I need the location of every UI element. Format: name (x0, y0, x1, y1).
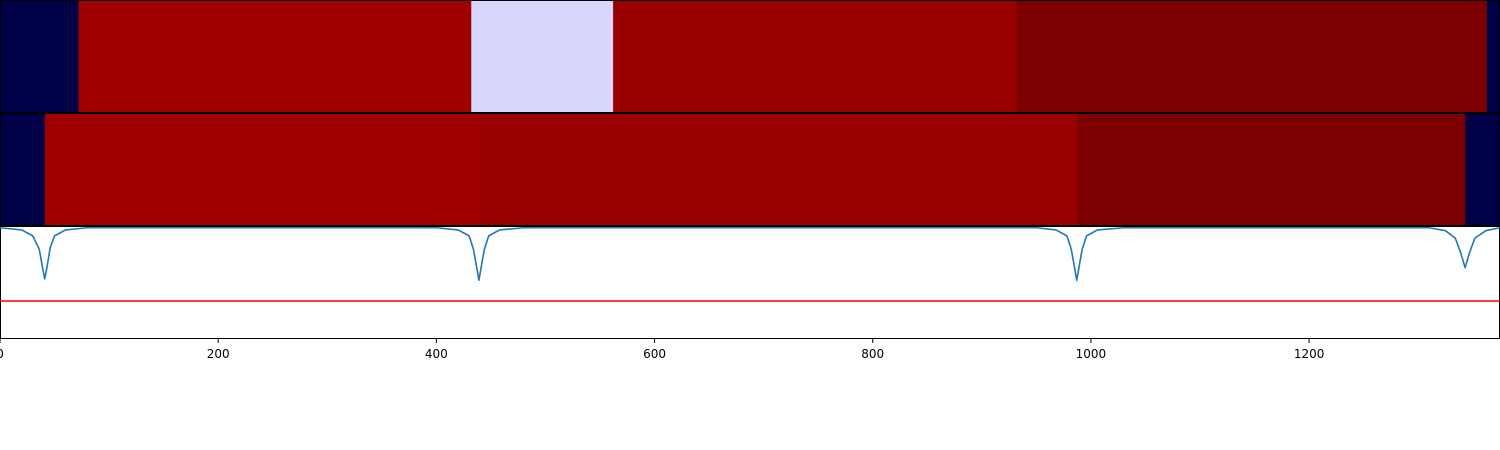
x-tick-label-0: 0 (0, 347, 4, 361)
x-tick-label-1200: 1200 (1294, 347, 1325, 361)
segment-row-2-segment-2 (44, 114, 481, 225)
series-layer (0, 226, 1500, 302)
x-tick-label-1000: 1000 (1076, 347, 1107, 361)
x-axis: 0 200 400 600 800 1000 1200 (0, 339, 1324, 361)
line-plot (0, 226, 1500, 339)
segment-row-1-segment-5 (1016, 1, 1488, 112)
segment-row-2-segment-4 (1077, 114, 1466, 225)
x-tick-label-600: 600 (643, 347, 666, 361)
x-tick-label-200: 200 (207, 347, 230, 361)
segment-row-1 (0, 1, 1500, 112)
segment-row-2-segment-1 (0, 114, 46, 225)
series-line-1 (0, 226, 1500, 282)
segment-row-1-segment-6 (1486, 1, 1500, 112)
segment-row-1-segment-4 (613, 1, 1018, 112)
segment-row-1-segment-3 (471, 1, 614, 112)
x-tick-label-800: 800 (861, 347, 884, 361)
segment-row-1-segment-2 (78, 1, 472, 112)
x-tick-label-400: 400 (425, 347, 448, 361)
segment-row-2-segment-3 (480, 114, 1079, 225)
line-plot-frame (0, 226, 1500, 339)
segment-row-1-segment-1 (0, 1, 80, 112)
segment-row-2-segment-5 (1465, 114, 1500, 225)
segment-row-2 (0, 114, 1500, 225)
